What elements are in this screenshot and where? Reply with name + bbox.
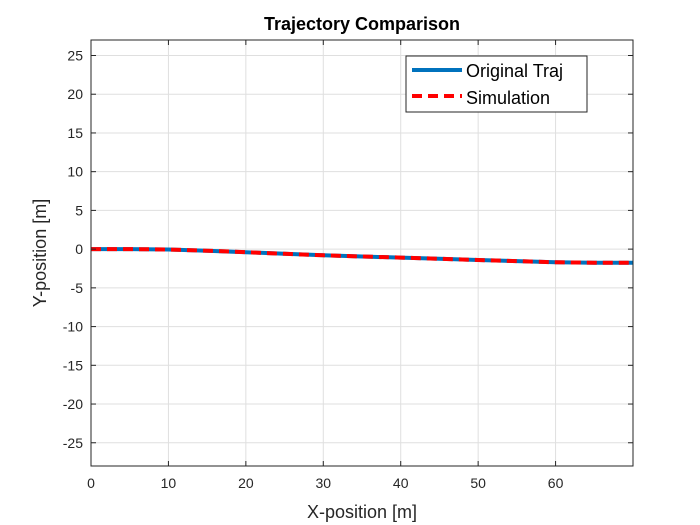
y-tick-label: 0 xyxy=(75,241,83,257)
y-tick-label: -25 xyxy=(63,435,83,451)
legend: Original Traj Simulation xyxy=(405,55,588,113)
x-tick-label: 50 xyxy=(470,475,486,491)
x-tick-label: 20 xyxy=(238,475,254,491)
y-axis-label: Y-position [m] xyxy=(30,199,50,307)
grid xyxy=(90,40,633,466)
y-tick-label: -5 xyxy=(71,280,84,296)
y-tick-label: 15 xyxy=(67,125,83,141)
legend-label-original-traj: Original Traj xyxy=(466,61,563,81)
y-tick-label: -15 xyxy=(63,357,83,373)
x-tick-label: 40 xyxy=(393,475,409,491)
chart-title: Trajectory Comparison xyxy=(264,14,460,34)
x-tick-label: 0 xyxy=(87,475,95,491)
plot-frame xyxy=(90,39,634,467)
y-tick-label: 10 xyxy=(67,164,83,180)
legend-label-simulation: Simulation xyxy=(466,88,550,108)
y-tick-label: -20 xyxy=(63,396,83,412)
y-tick-label: 5 xyxy=(75,202,83,218)
series-line-simulation xyxy=(91,247,633,265)
x-axis-label: X-position [m] xyxy=(307,502,417,522)
y-tick-label: 20 xyxy=(67,86,83,102)
y-tick-label: 25 xyxy=(67,47,83,63)
x-tick-label: 10 xyxy=(161,475,177,491)
y-tick-label: -10 xyxy=(63,319,83,335)
legend-box xyxy=(405,55,588,113)
x-tick-label: 60 xyxy=(548,475,564,491)
series-layer xyxy=(91,247,633,265)
x-tick-label: 30 xyxy=(315,475,331,491)
